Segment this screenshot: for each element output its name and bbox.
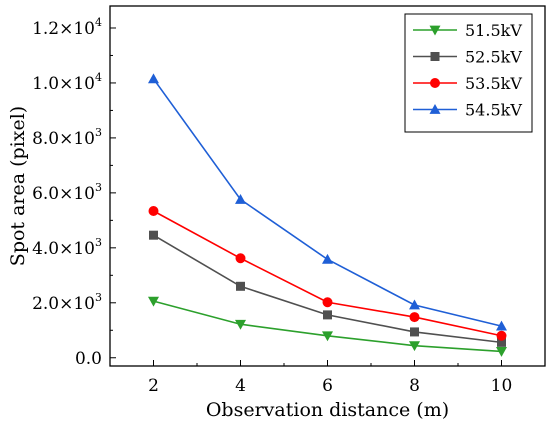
legend-marker: [430, 52, 440, 61]
x-tick-label: 4: [235, 376, 246, 396]
y-tick-label: 1.2×104: [32, 16, 102, 39]
y-tick-label: 1.0×104: [32, 71, 102, 94]
legend-label: 52.5kV: [465, 48, 522, 67]
x-tick-label: 10: [491, 376, 513, 396]
data-point: [322, 253, 333, 264]
data-point: [322, 331, 333, 342]
series-layer: [148, 73, 507, 357]
y-tick-label: 0.0: [75, 349, 102, 369]
data-point: [322, 297, 333, 308]
data-point: [148, 296, 159, 307]
data-point: [496, 320, 507, 331]
x-tick-label: 2: [148, 376, 159, 396]
data-point: [148, 73, 159, 84]
plot-frame: [109, 5, 546, 367]
data-point: [149, 230, 158, 240]
x-tick-label: 6: [322, 376, 333, 396]
y-axis-label: Spot area (pixel): [7, 106, 29, 266]
legend-marker: [429, 25, 441, 36]
data-point: [148, 206, 159, 217]
series-2: [148, 206, 507, 341]
legend: 51.5kV 52.5kV 53.5kV 54.5kV: [404, 13, 533, 133]
x-tick-label: 8: [409, 376, 420, 396]
series-3: [148, 73, 507, 331]
data-point: [410, 327, 419, 337]
data-point: [496, 330, 507, 341]
legend-label: 51.5kV: [465, 21, 522, 40]
series-line: [153, 234, 502, 344]
series-line: [153, 300, 502, 353]
y-tick-label: 8.0×103: [32, 126, 102, 149]
axis-ticks: 2 4 6 8 10 0.0 2.0×103 4.0×103 6.0×103 8.0×103 1.0…: [32, 16, 546, 396]
data-point: [236, 281, 245, 291]
series-0: [148, 296, 507, 357]
x-axis-label: Observation distance (m): [206, 399, 449, 421]
data-point: [235, 253, 246, 264]
data-point: [496, 347, 507, 357]
data-point: [235, 319, 246, 330]
legend-marker: [430, 78, 440, 88]
legend-label: 53.5kV: [465, 74, 522, 93]
data-point: [409, 299, 420, 310]
data-point: [409, 341, 420, 352]
legend-box: [404, 13, 533, 133]
series-1: [149, 230, 506, 347]
data-point: [323, 310, 332, 320]
data-point: [409, 312, 420, 323]
legend-marker: [429, 104, 441, 114]
y-tick-label: 6.0×103: [32, 181, 102, 204]
y-tick-label: 2.0×103: [32, 291, 102, 314]
data-point: [497, 337, 506, 347]
y-tick-label: 4.0×103: [32, 236, 102, 259]
data-point: [235, 193, 246, 204]
legend-label: 54.5kV: [465, 101, 522, 120]
